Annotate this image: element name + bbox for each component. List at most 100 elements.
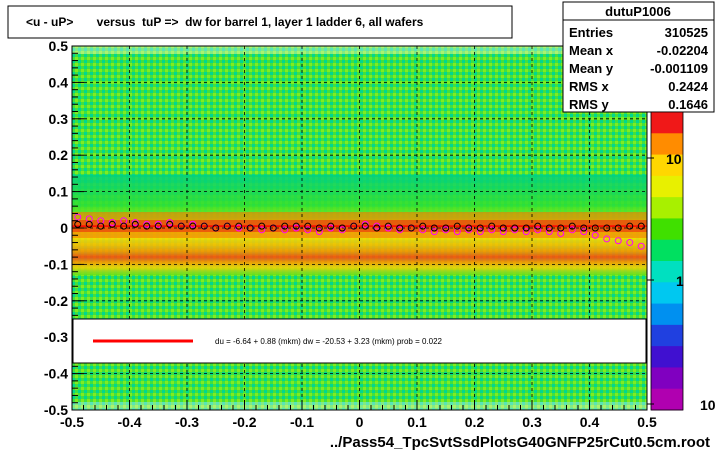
- chart-title: <u - uP> versus tuP => dw for barrel 1, …: [26, 15, 424, 29]
- profile-point-black: [246, 224, 254, 232]
- colorbar-segment: [651, 282, 683, 305]
- profile-point-magenta: [143, 220, 151, 228]
- profile-point-magenta: [499, 228, 507, 236]
- profile-point-magenta: [419, 226, 427, 234]
- profile-point-black: [384, 222, 392, 230]
- profile-point-magenta: [373, 222, 381, 230]
- profile-point-black: [637, 222, 645, 230]
- profile-point-magenta: [465, 226, 473, 234]
- profile-point-black: [177, 222, 185, 230]
- profile-point-magenta: [384, 224, 392, 232]
- profile-point-black: [131, 220, 139, 228]
- x-tick-label: -0.1: [290, 414, 314, 430]
- colorbar-segment: [651, 303, 683, 326]
- profile-point-black: [235, 222, 243, 230]
- colorbar-segment: [651, 218, 683, 241]
- x-tick-label: 0.5: [637, 414, 657, 430]
- profile-point-black: [166, 220, 174, 228]
- profile-point-black: [223, 222, 231, 230]
- profile-point-magenta: [522, 228, 530, 236]
- profile-point-magenta: [396, 226, 404, 234]
- profile-point-black: [97, 222, 105, 230]
- profile-point-black: [580, 224, 588, 232]
- profile-point-black: [74, 220, 82, 228]
- colorbar-segment: [651, 324, 683, 347]
- y-tick-label: 0.1: [49, 184, 69, 200]
- profile-point-magenta: [488, 226, 496, 234]
- title-box: <u - uP> versus tuP => dw for barrel 1, …: [7, 5, 513, 39]
- colorbar-label-bottom: 10: [700, 397, 716, 413]
- profile-point-magenta: [74, 213, 82, 221]
- profile-point-magenta: [534, 226, 542, 234]
- x-tick-label: 0: [356, 414, 364, 430]
- colorbar-ticks: [647, 157, 654, 405]
- profile-point-magenta: [361, 220, 369, 228]
- colorbar-segment: [651, 346, 683, 368]
- profile-point-magenta: [614, 237, 622, 245]
- profile-point-black: [327, 222, 335, 230]
- profile-point-magenta: [557, 229, 565, 237]
- profile-point-black: [189, 222, 197, 230]
- profile-point-black: [304, 222, 312, 230]
- profile-point-black: [591, 224, 599, 232]
- profile-point-black: [626, 222, 634, 230]
- profile-point-magenta: [108, 219, 116, 227]
- grid-lines: [72, 46, 647, 410]
- y-tick-label: -0.3: [44, 329, 68, 345]
- y-tick-label: -0.4: [44, 366, 68, 382]
- profile-point-black: [269, 224, 277, 232]
- y-tick-label: -0.2: [44, 293, 68, 309]
- stats-value: 310525: [665, 25, 708, 40]
- profile-point-magenta: [292, 224, 300, 232]
- profile-points: [72, 213, 647, 250]
- colorbar-label-top: 10: [666, 151, 682, 167]
- x-tick-label: -0.5: [60, 414, 84, 430]
- profile-point-magenta: [637, 242, 645, 250]
- colorbar-label-mid: 1: [676, 273, 684, 289]
- profile-point-magenta: [476, 228, 484, 236]
- stats-label: RMS x: [569, 79, 610, 94]
- profile-point-black: [373, 224, 381, 232]
- stats-value: 0.1646: [668, 97, 708, 112]
- stats-name: dutuP1006: [605, 4, 671, 19]
- stats-box: dutuP1006 Entries 310525 Mean x -0.02204 Mea…: [562, 1, 715, 113]
- y-tick-label: 0.3: [49, 111, 69, 127]
- profile-point-black: [200, 222, 208, 230]
- profile-point-black: [361, 222, 369, 230]
- profile-point-magenta: [580, 228, 588, 236]
- stats-value: 0.2424: [668, 79, 709, 94]
- colorbar-segment: [651, 261, 683, 283]
- profile-point-magenta: [591, 231, 599, 239]
- profile-point-magenta: [304, 226, 312, 234]
- colorbar-segment: [651, 112, 683, 134]
- colorbar-segment: [651, 197, 683, 219]
- y-tick-label: -0.1: [44, 256, 68, 272]
- profile-point-black: [557, 224, 565, 232]
- profile-point-black: [396, 224, 404, 232]
- stats-label: Mean y: [569, 61, 614, 76]
- profile-point-magenta: [568, 226, 576, 234]
- colorbar-segment: [651, 154, 683, 177]
- x-tick-label: 0.1: [407, 414, 427, 430]
- profile-point-magenta: [189, 220, 197, 228]
- profile-point-magenta: [131, 219, 139, 227]
- profile-point-magenta: [85, 215, 93, 223]
- profile-point-magenta: [315, 228, 323, 236]
- profile-point-magenta: [154, 220, 162, 228]
- stats-label: Entries: [569, 25, 613, 40]
- profile-point-black: [212, 224, 220, 232]
- profile-point-black: [154, 222, 162, 230]
- profile-point-black: [292, 222, 300, 230]
- colorbar-segment: [651, 133, 683, 156]
- profile-point-black: [499, 224, 507, 232]
- x-tick-label: 0.2: [465, 414, 485, 430]
- colorbar-segment: [651, 388, 683, 411]
- plot-frame: [71, 45, 648, 411]
- profile-point-black: [511, 224, 519, 232]
- profile-point-black: [614, 224, 622, 232]
- stats-label: Mean x: [569, 43, 614, 58]
- title-frame: [7, 5, 513, 39]
- profile-point-magenta: [511, 226, 519, 234]
